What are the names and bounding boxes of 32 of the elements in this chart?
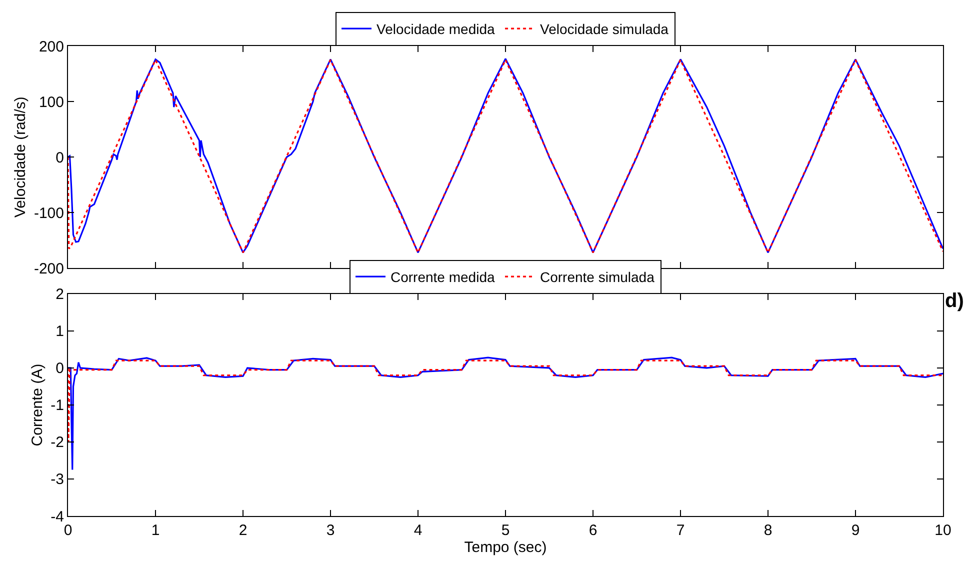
text: d) xyxy=(945,290,964,312)
y-tick-label: -3 xyxy=(50,471,64,488)
x-tick-label: 3 xyxy=(326,522,335,539)
y-tick-label: -100 xyxy=(34,204,64,222)
x-tick-label: 10 xyxy=(934,522,952,539)
y-axis-title: Corrente (A) xyxy=(28,364,46,446)
x-tick-label: 8 xyxy=(764,522,772,539)
y-axis-title: Velocidade (rad/s) xyxy=(12,96,30,218)
y-tick-label: -1 xyxy=(50,397,64,414)
y-tick-label: 0 xyxy=(56,149,64,166)
y-tick-label: 200 xyxy=(38,38,64,56)
y-tick-label: -2 xyxy=(50,434,64,452)
x-tick-label: 6 xyxy=(588,522,598,539)
x-tick-label: 5 xyxy=(501,522,510,539)
line-series xyxy=(68,356,943,471)
y-tick-label: -200 xyxy=(34,260,64,278)
legend-label: Velocidade simulada xyxy=(540,21,669,38)
legend-label: Velocidade medida xyxy=(376,21,496,38)
x-tick-label: 2 xyxy=(238,522,248,539)
y-tick-label: 1 xyxy=(56,323,64,340)
x-tick-label: 9 xyxy=(851,522,860,539)
y-tick-label: 2 xyxy=(56,286,64,304)
x-tick-label: 4 xyxy=(414,522,422,539)
y-tick-label: -4 xyxy=(50,508,64,526)
x-tick-label: 1 xyxy=(151,522,160,539)
line-series xyxy=(68,360,943,443)
legend-label: Corrente medida xyxy=(390,268,495,285)
legend-label: Corrente simulada xyxy=(540,268,655,285)
x-tick-label: 7 xyxy=(676,522,685,539)
x-axis-title: Tempo (sec) xyxy=(464,539,547,556)
y-tick-label: 0 xyxy=(56,360,64,378)
y-tick-label: 100 xyxy=(38,94,64,111)
